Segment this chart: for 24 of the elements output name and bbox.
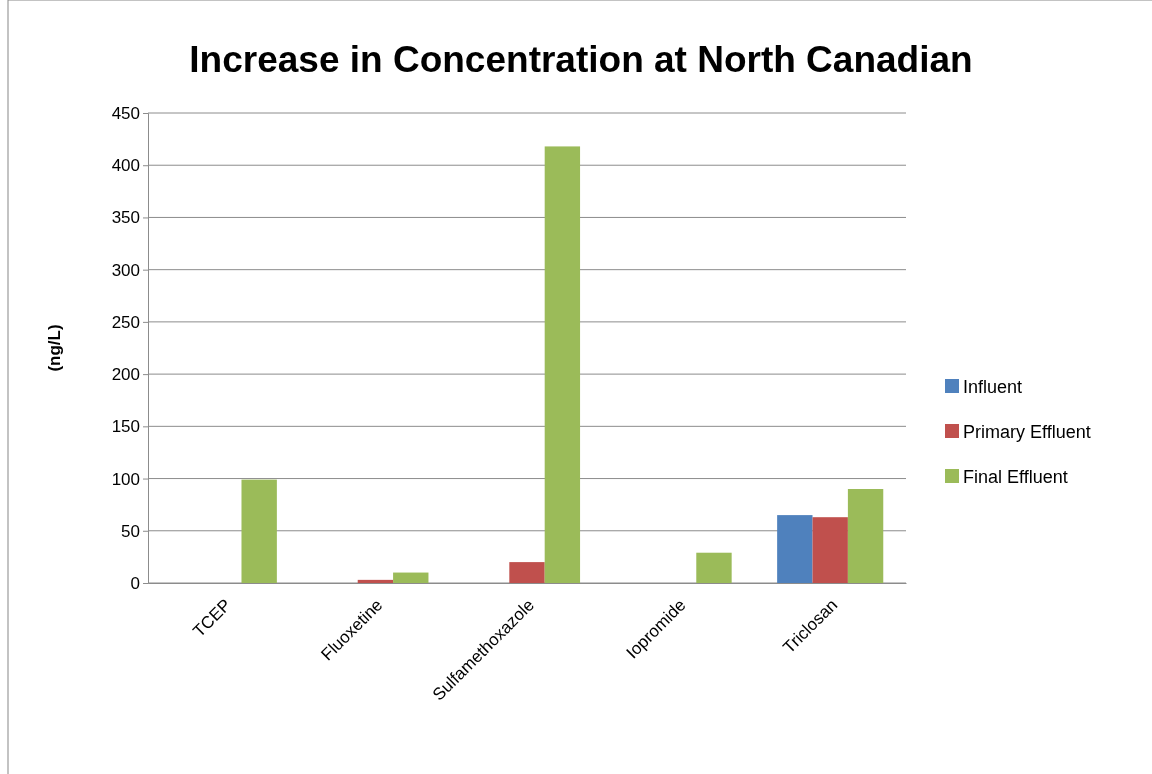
y-tick-label: 450 (111, 103, 140, 123)
y-tick-label: 50 (121, 521, 140, 541)
y-tick-label: 400 (111, 156, 140, 176)
legend-label: Final Effluent (963, 467, 1068, 487)
y-tick-label: 300 (111, 260, 140, 280)
bar (357, 579, 394, 583)
y-tick-label: 350 (111, 208, 140, 228)
y-tick-label: 100 (111, 469, 140, 489)
legend-label: Primary Effluent (963, 422, 1091, 442)
bar (393, 572, 429, 583)
bar (696, 552, 732, 583)
bar (847, 489, 884, 583)
bar (777, 515, 813, 583)
bar (509, 562, 545, 583)
bar (812, 517, 848, 583)
bar (241, 479, 277, 583)
chart-title: Increase in Concentration at North Canadian (189, 39, 973, 80)
legend-label: Influent (963, 377, 1023, 397)
y-tick-label: 0 (130, 573, 140, 593)
y-tick-label: 150 (111, 417, 140, 437)
bar (544, 146, 581, 583)
y-tick-label: 250 (111, 312, 140, 332)
y-axis-title: (ng/L) (45, 324, 64, 372)
y-tick-label: 200 (111, 365, 140, 385)
